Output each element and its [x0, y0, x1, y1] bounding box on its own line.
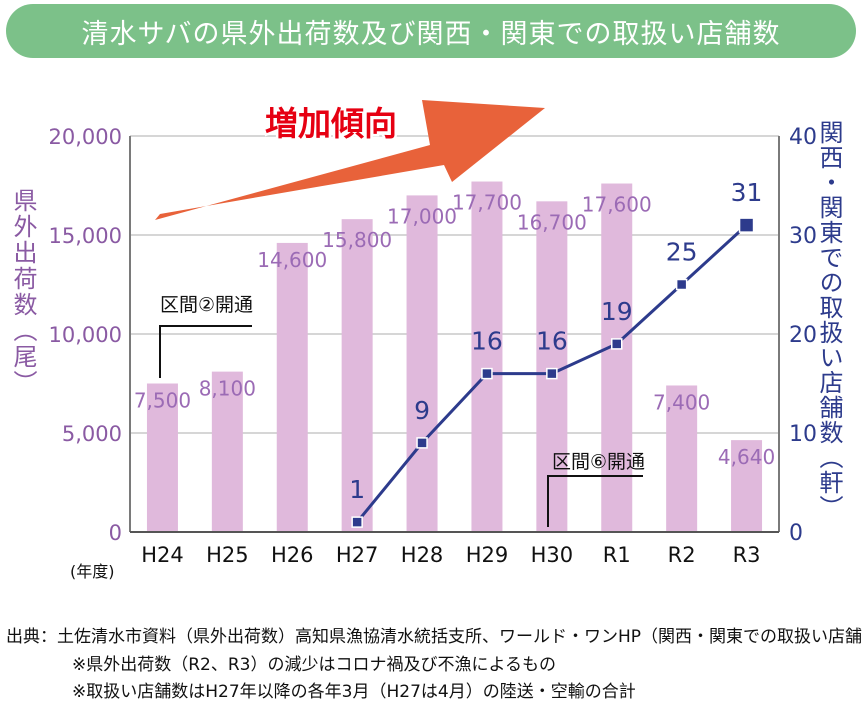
bar-H27: [341, 219, 373, 532]
line-value-label: 31: [731, 178, 763, 207]
line-marker-H29: [481, 367, 493, 380]
bar-R3: [731, 440, 763, 532]
bar-value-label: 17,600: [582, 193, 652, 217]
trend-label: 増加傾向: [265, 104, 397, 143]
bar-H30: [536, 201, 568, 532]
x-tick-label: R1: [603, 543, 631, 567]
trend-arrow: [155, 100, 545, 220]
bar-H29: [471, 181, 503, 533]
right-tick-label: 40: [789, 125, 817, 150]
bar-value-label: 14,600: [257, 248, 327, 272]
bar-value-label: 17,000: [387, 204, 457, 228]
line-value-label: 19: [601, 297, 633, 326]
left-tick-label: 5,000: [62, 422, 122, 446]
source-note: 出典：土佐清水市資料（県外出荷数）高知県漁協清水統括支所、ワールド・ワンHP（関…: [6, 627, 862, 647]
bar-H26: [276, 242, 308, 533]
annotation-leader-section6: [547, 475, 643, 527]
x-tick-label: R2: [668, 543, 696, 567]
note-stores: ※取扱い店舗数はH27年以降の各年3月（H27は4月）の陸送・空輸の合計: [72, 682, 636, 702]
left-tick-label: 10,000: [49, 323, 122, 347]
annotation-section2: 区間②開通: [160, 294, 254, 316]
bar-value-label: 15,800: [322, 228, 392, 252]
x-tick-label: H27: [336, 543, 379, 567]
line-value-label: 1: [349, 475, 365, 504]
x-tick-label: H30: [531, 543, 574, 567]
bar-value-label: 7,500: [134, 389, 191, 413]
note-decline: ※県外出荷数（R2、R3）の減少はコロナ禍及び不漁によるもの: [72, 655, 556, 675]
line-value-label: 25: [666, 238, 698, 267]
bar-value-label: 7,400: [653, 390, 710, 414]
right-tick-label: 30: [789, 224, 817, 249]
x-tick-label: H29: [466, 543, 509, 567]
line-marker-H30: [546, 367, 558, 380]
bar-value-label: 16,700: [517, 210, 587, 234]
right-tick-label: 20: [789, 323, 817, 348]
x-axis-unit: (年度): [70, 562, 115, 581]
x-tick-label: H24: [141, 543, 184, 567]
bar-value-label: 8,100: [199, 377, 256, 401]
bar-value-label: 4,640: [718, 445, 775, 469]
bar-R1: [601, 183, 633, 532]
x-tick-label: H25: [206, 543, 249, 567]
line-marker-H28: [416, 437, 428, 449]
line-value-label: 16: [471, 327, 503, 356]
bar-value-label: 17,700: [452, 191, 522, 215]
left-tick-label: 20,000: [49, 125, 122, 149]
title-banner: 清水サバの県外出荷数及び関西・関東での取扱い店舗数: [6, 4, 856, 58]
x-tick-label: R3: [733, 543, 761, 567]
line-marker-R1: [611, 338, 623, 350]
line-value-label: 9: [414, 396, 430, 425]
line-marker-R3: [738, 217, 755, 233]
line-value-label: 16: [536, 327, 568, 356]
right-tick-label: 10: [789, 422, 817, 447]
annotation-leader-section2: [159, 325, 252, 378]
chart-title: 清水サバの県外出荷数及び関西・関東での取扱い店舗数: [81, 18, 781, 50]
x-tick-label: H28: [401, 543, 444, 567]
right-axis-title: 関西・関東での取扱い店舗数（軒）: [815, 120, 843, 520]
x-tick-label: H26: [271, 543, 314, 567]
left-tick-label: 0: [109, 521, 122, 545]
left-axis-title: 県外出荷数（尾）: [9, 188, 37, 396]
bar-H24: [146, 383, 178, 532]
line-marker-R2: [675, 278, 688, 291]
bar-H25: [211, 371, 243, 532]
annotation-section6: 区間⑥開通: [552, 451, 646, 473]
bar-H28: [406, 195, 438, 532]
left-tick-label: 15,000: [49, 224, 122, 248]
line-marker-H27: [351, 516, 363, 528]
bar-R2: [666, 385, 698, 532]
right-tick-label: 0: [789, 521, 803, 546]
